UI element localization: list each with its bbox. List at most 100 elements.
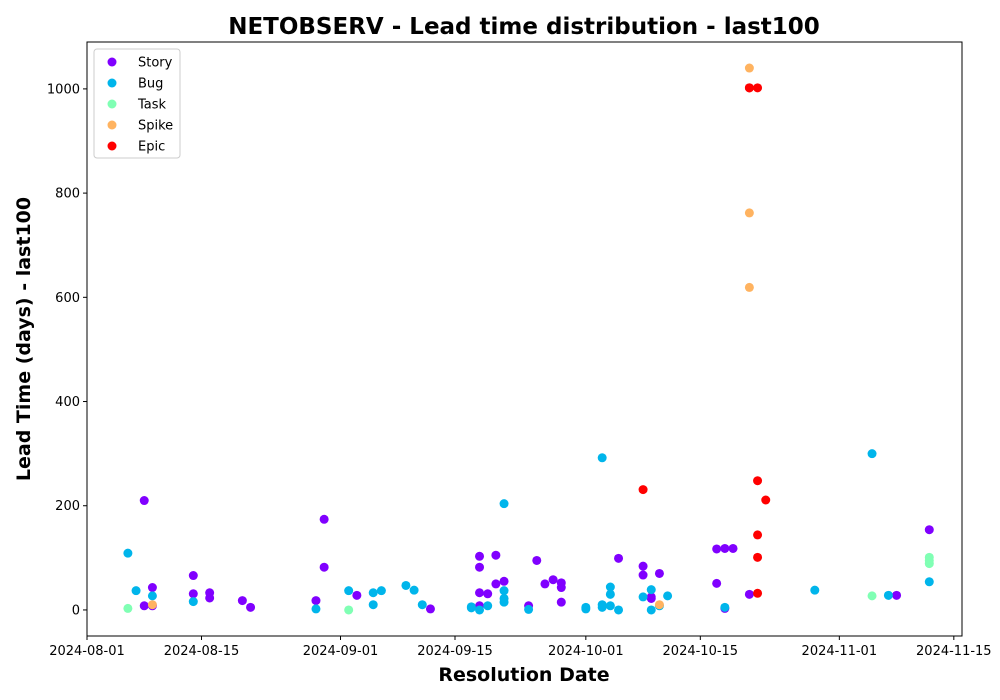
story-point <box>491 550 501 560</box>
y-tick-label: 400 <box>55 395 80 410</box>
bug-point <box>605 589 615 599</box>
data-points <box>123 63 934 615</box>
story-point <box>712 544 722 554</box>
bug-point <box>123 548 133 558</box>
bug-point <box>867 449 877 459</box>
epic-point <box>638 485 648 495</box>
spike-point <box>147 600 157 610</box>
bug-point <box>147 591 157 601</box>
bug-point <box>499 586 509 596</box>
story-point <box>728 543 738 553</box>
bug-point <box>597 453 607 463</box>
epic-point <box>753 83 763 93</box>
legend-marker-spike <box>107 120 117 130</box>
story-point <box>556 597 566 607</box>
bug-point <box>475 605 485 615</box>
story-point <box>892 590 902 600</box>
story-point <box>139 601 149 611</box>
legend-label-epic: Epic <box>138 140 165 155</box>
story-point <box>188 571 198 581</box>
spike-point <box>744 282 754 292</box>
bug-point <box>376 586 386 596</box>
story-point <box>654 568 664 578</box>
story-point <box>483 589 493 599</box>
story-point <box>147 583 157 593</box>
epic-point <box>761 495 771 505</box>
x-tick-label: 2024-11-15 <box>916 644 992 659</box>
legend-label-task: Task <box>137 98 167 113</box>
x-tick-label: 2024-09-01 <box>303 644 379 659</box>
y-tick-label: 1000 <box>47 82 80 97</box>
plot-area <box>86 41 963 637</box>
bug-point <box>417 600 427 610</box>
spike-point <box>744 208 754 218</box>
bug-point <box>131 586 141 596</box>
bug-point <box>597 602 607 612</box>
bug-point <box>638 592 648 602</box>
y-tick-label: 0 <box>72 603 80 618</box>
task-point <box>924 559 934 569</box>
epic-point <box>753 476 763 486</box>
bug-point <box>524 604 534 614</box>
story-point <box>205 593 215 603</box>
epic-point <box>753 552 763 562</box>
x-tick-label: 2024-08-15 <box>164 644 240 659</box>
story-point <box>237 596 247 606</box>
bug-point <box>883 590 893 600</box>
story-point <box>548 575 558 585</box>
legend-label-spike: Spike <box>138 119 173 134</box>
bug-point <box>499 499 509 509</box>
legend-marker-bug <box>107 78 117 88</box>
bug-point <box>720 602 730 612</box>
spike-point <box>654 600 664 610</box>
story-point <box>475 588 485 598</box>
task-point <box>344 605 354 615</box>
x-axis-label: Resolution Date <box>438 664 609 686</box>
task-point <box>123 603 133 613</box>
x-tick-label: 2024-10-01 <box>548 644 624 659</box>
story-point <box>352 590 362 600</box>
y-tick-label: 200 <box>55 499 80 514</box>
story-point <box>475 551 485 561</box>
epic-point <box>744 83 754 93</box>
bug-point <box>311 604 321 614</box>
bug-point <box>646 585 656 595</box>
story-point <box>532 555 542 565</box>
legend-label-story: Story <box>138 56 173 71</box>
story-point <box>614 553 624 563</box>
x-tick-label: 2024-11-01 <box>802 644 878 659</box>
story-point <box>319 562 329 572</box>
epic-point <box>753 530 763 540</box>
epic-point <box>753 588 763 598</box>
bug-point <box>810 585 820 595</box>
bug-point <box>646 605 656 615</box>
y-tick-label: 800 <box>55 187 80 202</box>
story-point <box>638 561 648 571</box>
legend-box <box>93 48 181 159</box>
story-point <box>720 543 730 553</box>
y-axis: 0 200 400 600 800 1000 <box>47 82 87 618</box>
legend-marker-epic <box>107 141 117 151</box>
story-point <box>540 579 550 589</box>
story-point <box>319 514 329 524</box>
story-point <box>924 525 934 535</box>
bug-point <box>614 605 624 615</box>
story-point <box>499 576 509 586</box>
story-point <box>311 596 321 606</box>
story-point <box>638 570 648 580</box>
bug-point <box>483 601 493 611</box>
bug-point <box>466 603 476 613</box>
story-point <box>425 604 435 614</box>
bug-point <box>663 591 673 601</box>
story-point <box>646 592 656 602</box>
chart-title: NETOBSERV - Lead time distribution - las… <box>228 14 820 40</box>
legend-marker-task <box>107 99 117 109</box>
story-point <box>491 579 501 589</box>
story-point <box>188 589 198 599</box>
legend-marker-story <box>107 57 117 67</box>
bug-point <box>605 601 615 611</box>
legend-label-bug: Bug <box>138 77 163 92</box>
bug-point <box>188 597 198 607</box>
story-point <box>556 583 566 593</box>
